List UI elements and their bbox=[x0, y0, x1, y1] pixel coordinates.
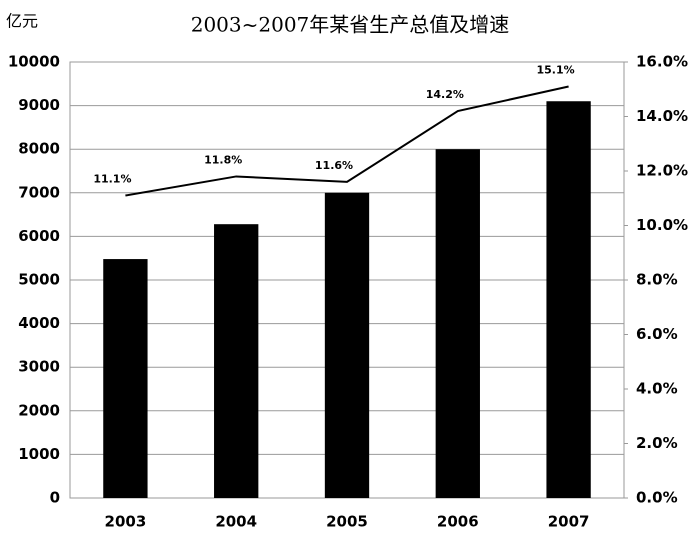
y2-tick-label: 8.0% bbox=[636, 271, 678, 289]
chart-title: 2003~2007年某省生产总值及增速 bbox=[191, 13, 510, 37]
y-tick-label: 3000 bbox=[18, 358, 60, 376]
y-tick-label: 2000 bbox=[18, 401, 60, 419]
data-label: 14.2% bbox=[426, 88, 464, 101]
y-tick-label: 0 bbox=[50, 489, 60, 507]
y-tick-label: 10000 bbox=[8, 53, 60, 71]
bar bbox=[546, 101, 591, 499]
y2-tick-label: 4.0% bbox=[636, 380, 678, 398]
y2-tick-label: 0.0% bbox=[636, 489, 678, 507]
line bbox=[125, 85, 569, 197]
y-tick-label: 8000 bbox=[18, 140, 60, 158]
x-tick-label: 2003 bbox=[105, 513, 147, 531]
y2-tick-label: 2.0% bbox=[636, 434, 678, 452]
data-label: 11.8% bbox=[204, 153, 242, 166]
bar bbox=[214, 224, 259, 498]
data-label: 15.1% bbox=[537, 64, 575, 77]
data-label: 11.6% bbox=[315, 159, 353, 172]
y-axis-label: 亿元 bbox=[6, 12, 38, 31]
x-tick-label: 2006 bbox=[437, 513, 479, 531]
y-tick-label: 5000 bbox=[18, 271, 60, 289]
y2-tick-label: 14.0% bbox=[636, 107, 688, 125]
y-tick-label: 6000 bbox=[18, 227, 60, 245]
y2-tick-label: 16.0% bbox=[636, 53, 688, 71]
y-tick-label: 1000 bbox=[18, 445, 60, 463]
y-tick-label: 9000 bbox=[18, 96, 60, 114]
y2-tick-label: 12.0% bbox=[636, 162, 688, 180]
y2-tick-label: 10.0% bbox=[636, 216, 688, 234]
y2-tick-label: 6.0% bbox=[636, 325, 678, 343]
bar bbox=[103, 259, 148, 498]
y-tick-label: 4000 bbox=[18, 314, 60, 332]
bar bbox=[435, 149, 480, 498]
x-tick-label: 2004 bbox=[215, 513, 257, 531]
bar bbox=[324, 192, 370, 499]
x-tick-label: 2007 bbox=[548, 513, 590, 531]
data-label: 11.1% bbox=[93, 173, 131, 186]
y-tick-label: 7000 bbox=[18, 183, 60, 201]
x-tick-label: 2005 bbox=[326, 513, 368, 531]
